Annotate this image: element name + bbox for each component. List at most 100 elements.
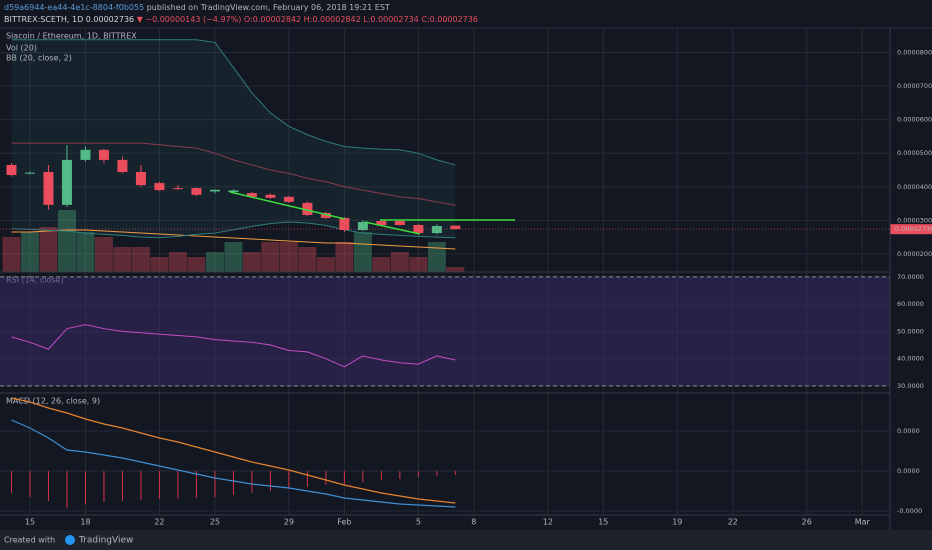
candle-body [154, 183, 165, 191]
footer-brand: TradingView [78, 536, 133, 546]
candle-body [376, 220, 387, 226]
candle-body [80, 149, 91, 160]
volume-bar [446, 267, 465, 272]
volume-ma [11, 229, 456, 250]
panel-title: Siacoin / Ethereum, 1D, BITTREX [6, 32, 137, 41]
candle-body [191, 188, 202, 195]
candle-body [209, 189, 220, 192]
candle-body [61, 159, 72, 205]
last-price-tag [890, 224, 932, 235]
volume-bar [298, 247, 317, 272]
bb-basis [11, 142, 456, 206]
x-tick-label: 5 [416, 518, 421, 527]
macd-line [11, 419, 456, 508]
candle-body [320, 212, 331, 218]
y-tick-label: 50.0000 [897, 327, 924, 335]
footer-bar [0, 530, 932, 550]
close: C:0.00002736 [421, 15, 478, 24]
indicator-title: Vol (20) [6, 44, 37, 53]
y-tick-label: 40.0000 [897, 355, 924, 363]
volume-bar [335, 242, 354, 272]
candle-body [283, 196, 294, 202]
x-tick-label: Feb [337, 518, 351, 527]
trend-line [364, 221, 421, 235]
volume-bar [205, 252, 224, 272]
candle-body [339, 217, 350, 231]
volume-bar [168, 252, 187, 272]
rsi-band [0, 276, 890, 386]
signal-line [11, 397, 456, 504]
volume-bar [76, 232, 95, 272]
x-tick-label: 8 [471, 518, 476, 527]
x-tick-label: 29 [284, 518, 294, 527]
x-tick-label: Mar [855, 518, 871, 527]
x-tick-label: 15 [25, 518, 35, 527]
footer-created: Created with [4, 536, 55, 545]
y-tick-label: -0.0000 [897, 507, 922, 515]
volume-bar [242, 252, 261, 272]
volume-bar [316, 257, 335, 272]
y-tick-label: 0.0000 [897, 427, 920, 435]
symbol-line: BITTREX:SCETH, 1D 0.00002736 ▼ −0.000001… [4, 15, 478, 24]
x-tick-label: 22 [154, 518, 164, 527]
x-tick-label: 19 [672, 518, 682, 527]
symbol: BITTREX:SCETH, 1D [4, 15, 83, 24]
x-tick-label: 26 [802, 518, 812, 527]
candle-body [431, 226, 442, 234]
volume-bar [372, 257, 391, 272]
y-tick-label: 60.0000 [897, 300, 924, 308]
publish-line: d59a6944-ea44-4e1c-8804-f0b055 published… [4, 3, 390, 12]
volume-bar [131, 247, 150, 272]
trend-line [229, 191, 346, 220]
candle-body [135, 171, 146, 186]
x-tick-label: 25 [210, 518, 220, 527]
candle-body [172, 188, 183, 190]
x-tick-label: 18 [80, 518, 90, 527]
volume-bar [353, 232, 372, 272]
candle-body [265, 194, 276, 198]
brand-logo [65, 535, 75, 545]
candle-body [6, 164, 17, 176]
high: H:0.00002842 [304, 15, 361, 24]
bb-lower [11, 221, 456, 239]
y-tick-label: 0.0000 [897, 467, 920, 475]
volume-bar [20, 232, 39, 272]
volume-bar [279, 242, 298, 272]
published: published on TradingView.com, February 0… [144, 3, 390, 12]
candle-body [43, 171, 54, 205]
rsi-line [11, 324, 456, 368]
volume-bar [409, 257, 428, 272]
candle-body [117, 159, 128, 172]
low: L:0.00002734 [363, 15, 419, 24]
x-tick-label: 22 [728, 518, 738, 527]
volume-bar [2, 237, 21, 272]
volume-bar [187, 257, 206, 272]
indicator-title: BB (20, close, 2) [6, 54, 72, 63]
last-price: 0.00002736 [86, 15, 134, 24]
candle-body [450, 225, 461, 230]
volume-bar [39, 227, 58, 272]
candle-body [413, 225, 424, 234]
x-tick-label: 12 [543, 518, 553, 527]
volume-bar [113, 247, 132, 272]
open: O:0.00002842 [244, 15, 301, 24]
change: ▼ −0.00000143 (−4.97%) [137, 15, 242, 24]
volume-bar [427, 242, 446, 272]
bb-upper [11, 39, 456, 166]
candle-body [24, 172, 35, 174]
y-tick-label: 0.00002000 [897, 250, 932, 258]
bb-fill [11, 39, 456, 238]
candle-body [98, 149, 109, 160]
volume-bar [57, 210, 76, 272]
y-tick-label: 70.0000 [897, 273, 924, 281]
candle-body [302, 202, 313, 215]
candle-body [394, 220, 405, 226]
candle-body [246, 193, 257, 197]
